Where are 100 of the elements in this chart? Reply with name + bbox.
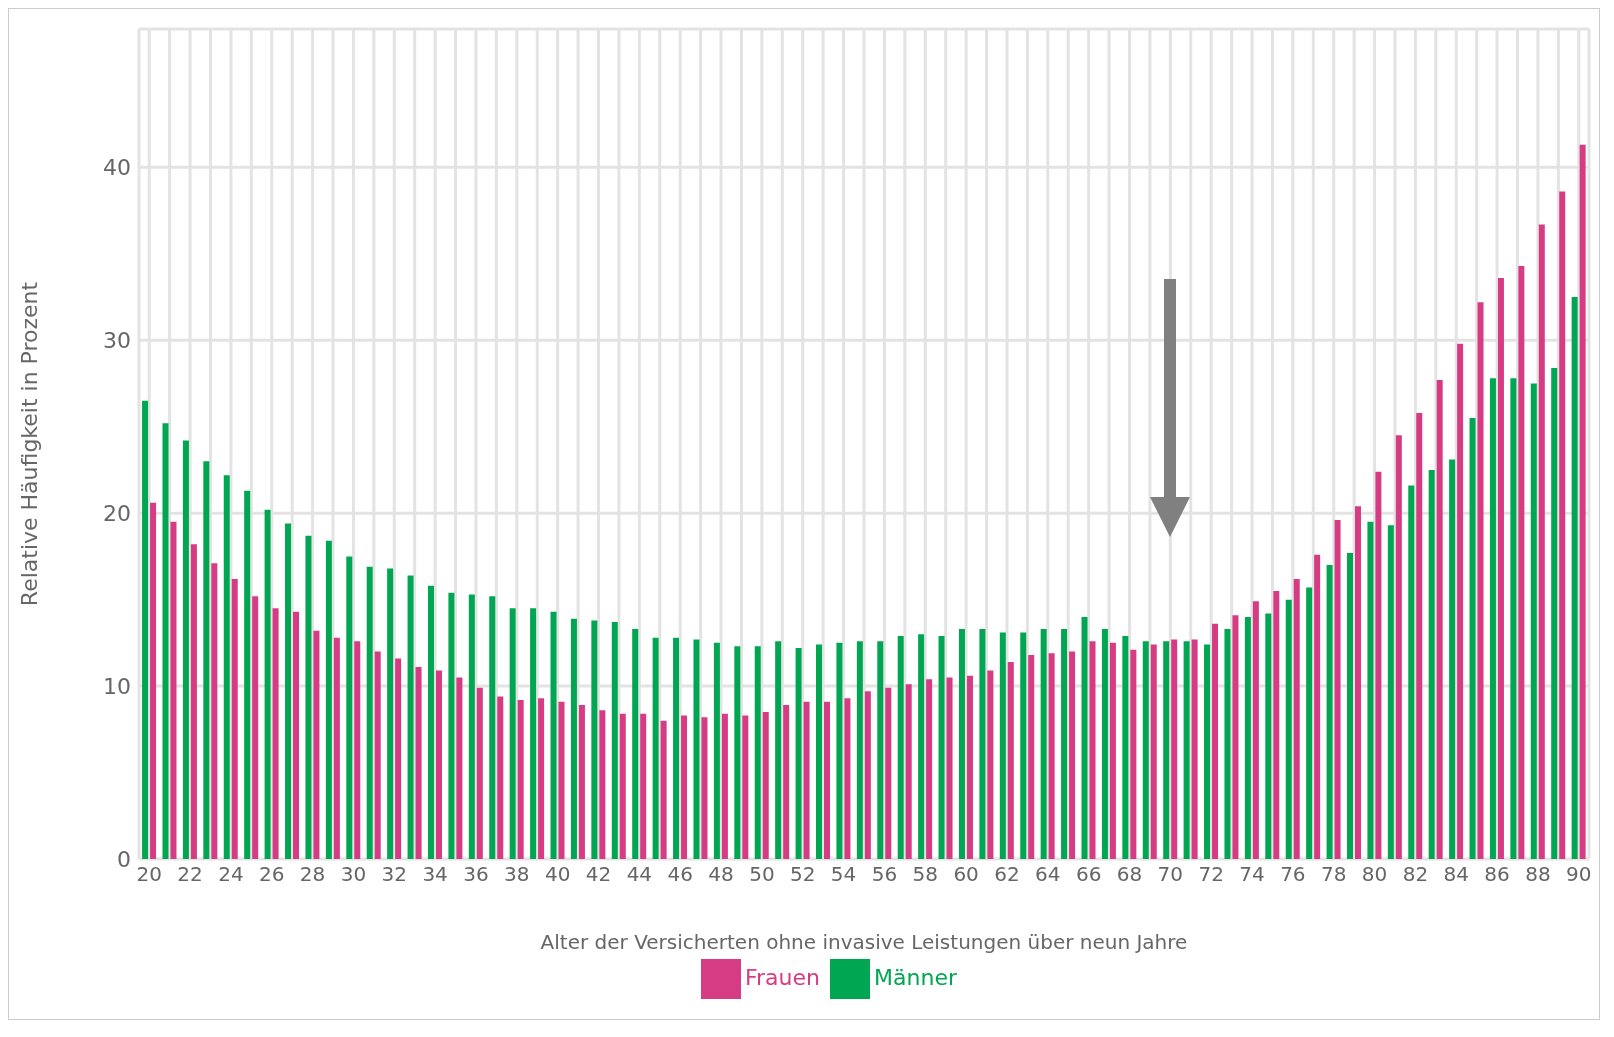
bar	[407, 575, 414, 859]
bar	[1477, 302, 1484, 859]
legend-label: Männer	[874, 965, 957, 990]
bar	[1408, 485, 1415, 859]
legend-label: Frauen	[745, 965, 821, 990]
bar	[346, 556, 353, 859]
bar	[1224, 629, 1231, 859]
bar	[1212, 623, 1219, 859]
bar	[489, 596, 496, 859]
bar	[1293, 578, 1300, 859]
x-tick-label: 64	[1035, 862, 1061, 887]
bar	[1273, 590, 1280, 859]
bar	[611, 622, 618, 859]
bar	[1204, 644, 1211, 859]
x-tick-label: 58	[912, 862, 938, 887]
y-tick-label: 30	[103, 328, 131, 354]
bar	[231, 578, 238, 859]
bar	[783, 705, 790, 859]
bar	[293, 611, 300, 859]
bar	[285, 523, 292, 859]
bar	[530, 608, 537, 859]
x-tick-label: 82	[1402, 862, 1429, 887]
bar	[1457, 343, 1464, 859]
bar	[693, 639, 700, 859]
bar	[517, 699, 524, 859]
bar	[987, 670, 994, 859]
bar	[1449, 459, 1456, 859]
bar	[946, 677, 953, 859]
bar	[1395, 435, 1402, 859]
y-tick-label: 20	[103, 500, 131, 526]
bar	[170, 521, 177, 859]
bar	[1538, 224, 1545, 859]
x-tick-label: 62	[994, 862, 1020, 887]
bar	[203, 461, 210, 859]
bar	[1040, 629, 1047, 859]
bar	[264, 509, 271, 859]
bar	[1306, 587, 1313, 859]
bar	[999, 632, 1006, 859]
bar	[1571, 297, 1578, 859]
x-tick-label: 88	[1525, 862, 1551, 887]
x-tick-label: 72	[1198, 862, 1224, 887]
x-tick-label: 56	[871, 862, 898, 887]
x-tick-label: 54	[830, 862, 857, 887]
bar	[1489, 378, 1496, 859]
bar	[754, 646, 761, 859]
x-tick-label: 40	[544, 862, 571, 887]
bar	[1265, 613, 1272, 859]
bar	[1285, 599, 1292, 859]
x-tick-label: 22	[177, 862, 203, 887]
bar	[1436, 380, 1443, 859]
bar	[938, 635, 945, 859]
bar	[824, 701, 831, 859]
bar	[1183, 641, 1190, 859]
bar	[1252, 601, 1259, 859]
bar	[211, 563, 218, 859]
bar	[374, 651, 381, 859]
bar	[182, 440, 189, 859]
bar	[1346, 552, 1353, 859]
bar	[864, 691, 871, 859]
bar	[1191, 639, 1198, 859]
bar	[150, 502, 157, 859]
bar	[1048, 653, 1055, 859]
bar	[162, 423, 169, 859]
x-tick-label: 86	[1484, 862, 1510, 887]
bar	[1171, 639, 1178, 859]
bar	[885, 687, 892, 859]
bar	[742, 715, 749, 859]
x-tick-label: 70	[1157, 862, 1184, 887]
x-tick-label: 50	[749, 862, 775, 887]
y-tick-label: 10	[103, 673, 131, 699]
bar	[1244, 616, 1251, 859]
x-axis-title: Alter der Versicherten ohne invasive Leistungen über neun Jahre	[540, 930, 1188, 954]
bar	[325, 540, 332, 859]
bar	[456, 677, 463, 859]
bar	[1109, 642, 1116, 859]
bar	[578, 705, 585, 859]
bar	[599, 710, 606, 859]
bar	[1510, 378, 1517, 859]
bar	[652, 637, 659, 859]
bar	[387, 568, 394, 859]
bar	[435, 670, 442, 859]
x-tick-label: 78	[1320, 862, 1347, 887]
x-tick-label: 30	[340, 862, 367, 887]
bar	[427, 585, 434, 859]
x-tick-label: 68	[1116, 862, 1143, 887]
bar	[1334, 520, 1341, 859]
bar	[926, 679, 933, 859]
bar	[1387, 525, 1394, 859]
bar	[673, 637, 680, 859]
bar	[1314, 554, 1321, 859]
bar	[1579, 144, 1586, 859]
bar	[509, 608, 516, 859]
x-tick-label: 80	[1361, 862, 1388, 887]
y-axis-title: Relative Häufigkeit in Prozent	[16, 281, 42, 607]
bar	[415, 667, 422, 859]
bar	[1551, 367, 1558, 859]
x-tick-label: 44	[626, 862, 653, 887]
bar	[570, 618, 577, 859]
bar	[223, 475, 230, 859]
bar	[1028, 654, 1035, 859]
